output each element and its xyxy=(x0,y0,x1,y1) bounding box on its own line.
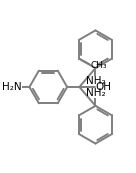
Text: H₂N: H₂N xyxy=(2,82,22,92)
Text: NH₂: NH₂ xyxy=(86,88,105,98)
Text: OH: OH xyxy=(95,82,111,92)
Text: NH₂: NH₂ xyxy=(86,76,105,86)
Text: CH₃: CH₃ xyxy=(90,61,107,70)
